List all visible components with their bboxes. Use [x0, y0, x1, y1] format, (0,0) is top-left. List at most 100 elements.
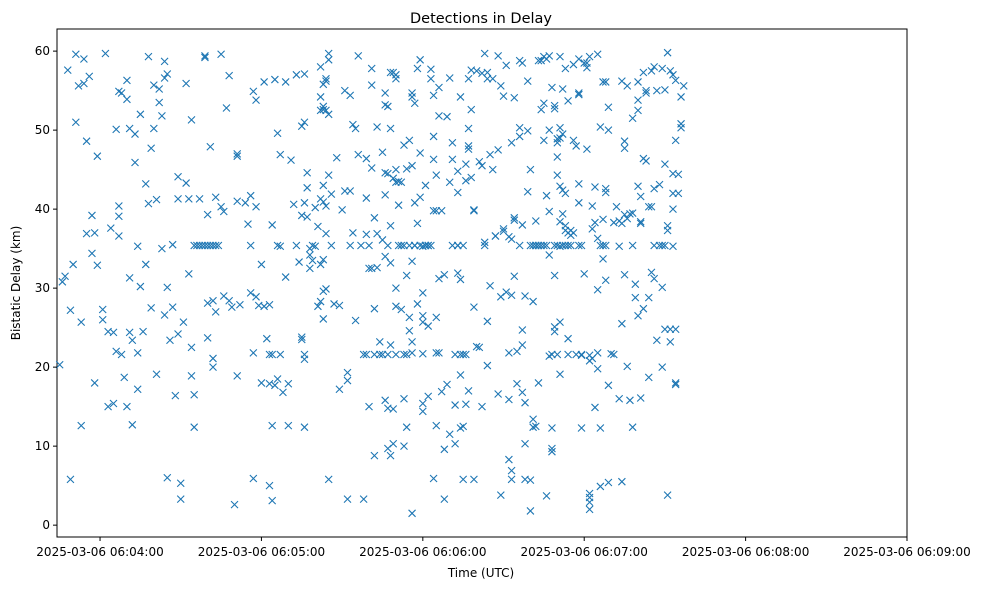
data-point	[518, 326, 527, 334]
data-point	[354, 51, 363, 60]
data-point	[427, 241, 435, 250]
data-point	[661, 85, 669, 94]
data-point	[265, 481, 274, 490]
data-point	[370, 451, 379, 460]
data-point	[184, 194, 193, 203]
data-point	[381, 396, 390, 405]
data-point	[435, 274, 443, 283]
data-point	[276, 350, 285, 359]
data-point	[650, 274, 659, 283]
data-point	[580, 59, 589, 67]
data-point	[464, 145, 473, 153]
data-point	[77, 318, 86, 326]
data-point	[400, 442, 408, 451]
data-point	[429, 132, 438, 141]
x-tick-label: 2025-03-06 06:05:00	[198, 545, 325, 559]
data-point	[534, 56, 543, 65]
data-point	[628, 241, 637, 250]
data-point	[295, 258, 303, 266]
data-point	[650, 184, 659, 193]
data-point	[529, 415, 537, 424]
data-point	[647, 268, 656, 277]
data-point	[408, 257, 416, 266]
data-point	[61, 272, 69, 281]
data-point	[141, 260, 150, 269]
data-point	[149, 124, 158, 133]
data-point	[160, 311, 169, 319]
data-point	[470, 475, 478, 484]
data-point	[561, 64, 570, 73]
data-point	[378, 148, 387, 157]
data-point	[322, 74, 330, 83]
data-point	[507, 466, 516, 475]
data-point	[636, 219, 645, 228]
data-point	[440, 445, 449, 454]
data-point	[63, 66, 72, 74]
data-point	[531, 217, 540, 225]
data-point	[265, 379, 274, 388]
data-point	[416, 149, 425, 157]
data-point	[273, 129, 282, 138]
data-point	[300, 423, 309, 432]
data-point	[521, 292, 529, 300]
data-point	[601, 78, 610, 86]
data-point	[510, 213, 519, 222]
data-point	[652, 86, 661, 95]
data-point	[66, 306, 75, 315]
data-point	[521, 398, 529, 407]
data-point	[424, 392, 433, 401]
data-point	[574, 55, 583, 63]
data-point	[343, 376, 352, 385]
data-point	[300, 355, 309, 364]
data-point	[405, 326, 414, 335]
y-tick-label: 0	[42, 518, 50, 532]
data-point	[273, 241, 282, 250]
data-point	[617, 319, 626, 328]
data-point	[585, 489, 594, 498]
data-point	[400, 394, 408, 403]
data-point	[677, 93, 685, 101]
data-point	[644, 202, 653, 211]
data-point	[443, 112, 451, 121]
data-point	[389, 405, 398, 413]
x-axis-label: Time (UTC)	[447, 566, 514, 580]
data-point	[461, 400, 470, 409]
data-point	[636, 192, 645, 201]
data-point	[206, 142, 215, 151]
data-point	[123, 95, 131, 104]
data-point	[308, 256, 317, 265]
data-point	[521, 439, 529, 448]
data-point	[386, 341, 395, 349]
data-point	[644, 373, 653, 382]
data-point	[674, 170, 683, 179]
data-point	[90, 228, 99, 237]
data-point	[617, 477, 626, 486]
data-point	[249, 474, 258, 483]
data-point	[346, 91, 355, 100]
data-point	[203, 299, 212, 308]
data-point	[456, 275, 465, 284]
data-point	[392, 302, 400, 311]
data-point	[166, 336, 174, 345]
data-point	[461, 160, 470, 168]
data-point	[402, 350, 411, 359]
data-point	[187, 371, 196, 380]
data-point	[327, 190, 336, 199]
data-point	[518, 59, 527, 67]
data-point	[397, 305, 406, 314]
x-tick-label: 2025-03-06 06:06:00	[359, 545, 486, 559]
data-point	[445, 178, 454, 187]
data-point	[596, 123, 605, 131]
data-point	[381, 252, 390, 261]
data-point	[607, 349, 616, 358]
data-point	[523, 187, 532, 196]
data-point	[534, 379, 543, 387]
data-point	[375, 350, 384, 359]
data-point	[456, 93, 465, 101]
data-point	[257, 379, 266, 387]
data-point	[319, 198, 328, 206]
data-point	[136, 110, 145, 119]
data-point	[109, 328, 118, 337]
data-point	[585, 52, 594, 61]
